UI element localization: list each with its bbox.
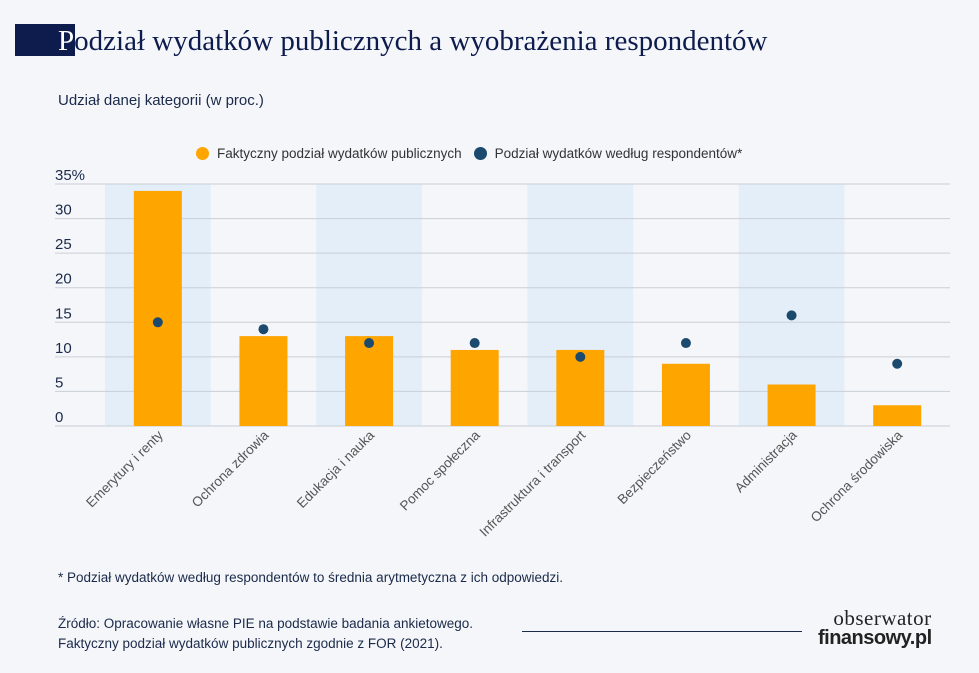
- legend-item-actual: Faktyczny podział wydatków publicznych: [196, 146, 462, 161]
- logo-line-2: finansowy.pl: [818, 627, 932, 649]
- y-tick-label: 10: [55, 340, 72, 357]
- x-category-label: Infrastruktura i transport: [476, 427, 588, 539]
- dot-perceived: [575, 351, 586, 362]
- dot-perceived: [786, 310, 797, 321]
- source-note: Źródło: Opracowanie własne PIE na podsta…: [58, 614, 473, 654]
- y-tick-label: 20: [55, 271, 72, 288]
- y-tick-label: 25: [55, 236, 72, 253]
- source-line-2: Faktyczny podział wydatków publicznych z…: [58, 636, 443, 651]
- chart-legend: Faktyczny podział wydatków publicznych P…: [196, 146, 754, 161]
- x-category-label: Ochrona zdrowia: [189, 427, 272, 510]
- x-category-label: Ochrona środowiska: [808, 427, 906, 525]
- dot-perceived: [892, 358, 903, 369]
- logo-line-1: obserwator: [833, 606, 932, 630]
- x-category-label: Emerytury i renty: [83, 427, 166, 510]
- y-tick-label: 30: [55, 202, 72, 219]
- legend-label-actual: Faktyczny podział wydatków publicznych: [217, 146, 462, 161]
- divider-line: [522, 631, 802, 632]
- y-tick-label: 35%: [55, 167, 85, 184]
- dot-perceived: [364, 338, 375, 349]
- source-line-1: Źródło: Opracowanie własne PIE na podsta…: [58, 616, 474, 631]
- chart-subtitle: Udział danej kategorii (w proc.): [58, 92, 264, 109]
- legend-label-perceived: Podział wydatków według respondentów*: [494, 146, 743, 161]
- bar-actual: [133, 190, 182, 426]
- footnote: * Podział wydatków według respondentów t…: [58, 570, 564, 585]
- x-category-label: Edukacja i nauka: [294, 427, 378, 511]
- dot-perceived: [469, 338, 480, 349]
- publisher-logo: obserwator finansowy.pl: [818, 606, 932, 649]
- title-accent-block: [15, 24, 75, 56]
- legend-item-perceived: Podział wydatków według respondentów*: [473, 146, 743, 161]
- x-category-label: Pomoc społeczna: [397, 427, 483, 513]
- y-tick-label: 0: [55, 409, 63, 426]
- x-category-label: Administracja: [732, 427, 800, 495]
- bar-actual: [345, 336, 394, 426]
- bar-actual: [239, 336, 288, 426]
- x-category-label: Bezpieczeństwo: [614, 428, 694, 508]
- dot-perceived: [152, 317, 163, 328]
- bar-actual: [450, 349, 499, 426]
- page-title: Podział wydatków publicznych a wyobrażen…: [58, 24, 768, 58]
- dot-perceived: [258, 324, 269, 335]
- y-tick-label: 15: [55, 305, 72, 322]
- dot-perceived: [680, 338, 691, 349]
- bar-actual: [556, 349, 605, 426]
- y-tick-label: 5: [55, 374, 63, 391]
- title-first-letter: P: [58, 25, 75, 57]
- legend-swatch-perceived: [473, 147, 487, 160]
- title-text: odział wydatków publicznych a wyobrażeni…: [74, 25, 768, 57]
- bar-actual: [767, 384, 816, 426]
- bar-actual: [873, 405, 922, 426]
- legend-swatch-actual: [196, 147, 209, 160]
- bar-actual: [661, 363, 710, 426]
